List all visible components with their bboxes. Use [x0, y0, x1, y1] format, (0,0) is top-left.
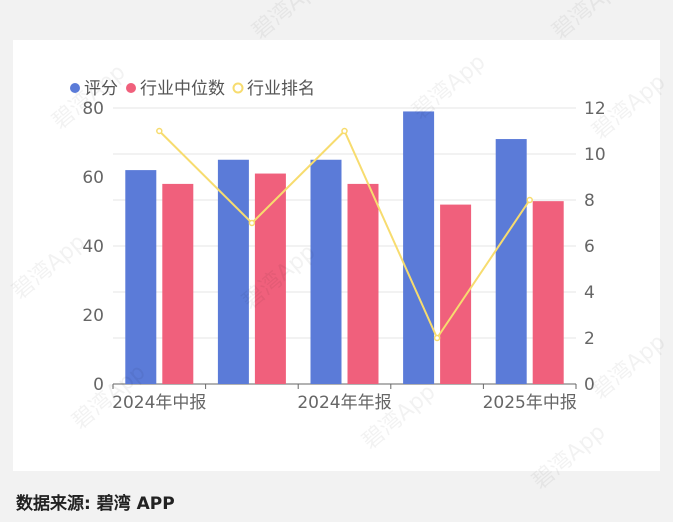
- y-left-tick-label: 20: [82, 306, 104, 326]
- y-right-tick-label: 6: [584, 237, 595, 257]
- y-right-tick-label: 10: [584, 145, 606, 165]
- data-source-footer: 数据来源: 碧湾 APP: [16, 494, 175, 514]
- y-right-tick-label: 0: [584, 375, 595, 395]
- y-left-tick-label: 60: [82, 168, 104, 188]
- watermark-text: 碧湾App: [548, 0, 631, 45]
- y-left-tick-label: 0: [93, 375, 104, 395]
- bar-score: [217, 159, 249, 384]
- y-left-tick-label: 40: [82, 237, 104, 257]
- line-point-industry-rank: [341, 127, 348, 135]
- legend-label: 评分: [84, 79, 118, 99]
- line-industry-rank: [158, 129, 531, 341]
- legend-marker: [232, 82, 244, 94]
- legend-marker: [70, 83, 80, 93]
- line-point-industry-rank: [156, 127, 163, 135]
- y-right-tick-label: 8: [584, 191, 595, 211]
- bar-industry-median: [162, 183, 194, 384]
- watermark-text: 碧湾App: [248, 0, 331, 45]
- line-point-industry-rank: [433, 334, 441, 342]
- y-right-tick-label: 2: [584, 329, 595, 349]
- bar-industry-median: [254, 173, 286, 384]
- watermark-text: 碧湾App: [408, 50, 491, 125]
- watermark-text: 碧湾App: [588, 330, 671, 405]
- watermark-text: 碧湾App: [528, 420, 611, 495]
- legend-marker: [126, 83, 136, 93]
- y-right-tick-label: 4: [584, 283, 595, 303]
- bar-score: [495, 139, 527, 384]
- watermark-text: 碧湾App: [358, 380, 441, 455]
- line-point-industry-rank: [526, 196, 533, 204]
- bar-score: [125, 170, 157, 384]
- watermark-text: 碧湾App: [48, 60, 131, 135]
- x-tick-label: 2024年年报: [297, 393, 391, 413]
- x-tick-label: 2025年中报: [483, 393, 577, 413]
- watermark-text: 碧湾App: [8, 230, 91, 305]
- legend-label: 行业中位数: [140, 79, 225, 99]
- y-left-tick-label: 80: [82, 99, 104, 119]
- bar-score: [403, 111, 435, 384]
- x-tick-label: 2024年中报: [112, 393, 206, 413]
- bar-industry-median: [347, 183, 379, 384]
- bar-score: [310, 159, 342, 384]
- y-right-tick-label: 12: [584, 99, 606, 119]
- bar-industry-median: [532, 201, 564, 384]
- legend-label: 行业排名: [247, 79, 315, 99]
- line-point-industry-rank: [248, 219, 256, 227]
